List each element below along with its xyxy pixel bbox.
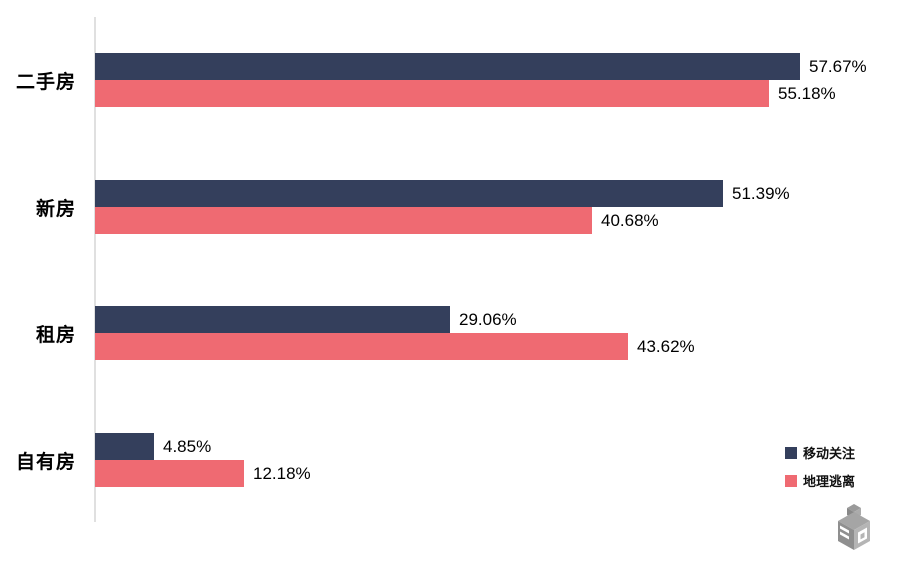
bar-移动关注[interactable]: [95, 306, 450, 333]
bar-地理逃离[interactable]: [95, 207, 592, 234]
value-label: 55.18%: [778, 84, 836, 103]
category-label: 新房: [35, 198, 76, 220]
category-label: 二手房: [15, 71, 76, 93]
value-label: 12.18%: [253, 464, 311, 483]
value-label: 29.06%: [459, 310, 517, 329]
category-label: 自有房: [15, 451, 76, 473]
cube-block-logo-icon: [832, 502, 876, 552]
legend-label: 地理逃离: [803, 474, 856, 489]
bar-row: 57.67% 55.18%: [95, 53, 900, 107]
value-label: 51.39%: [732, 184, 790, 203]
legend-label: 移动关注: [803, 446, 856, 461]
category-label: 租房: [35, 324, 76, 346]
bar-row: 51.39% 40.68%: [95, 180, 900, 234]
legend-swatch-navy-icon: [785, 446, 797, 459]
bar-row: 29.06% 43.62%: [95, 306, 900, 360]
bar-row: 4.85% 12.18%: [95, 433, 900, 487]
legend: 移动关注 地理逃离: [785, 443, 855, 490]
y-axis-line: [94, 17, 96, 522]
value-label: 4.85%: [163, 437, 212, 456]
bar-地理逃离[interactable]: [95, 460, 244, 487]
bar-移动关注[interactable]: [95, 53, 800, 80]
legend-item[interactable]: 地理逃离: [785, 471, 855, 490]
legend-item[interactable]: 移动关注: [785, 443, 855, 462]
bar-地理逃离[interactable]: [95, 333, 628, 360]
value-label: 57.67%: [809, 57, 867, 76]
value-label: 40.68%: [601, 211, 659, 230]
bar-地理逃离[interactable]: [95, 80, 769, 107]
legend-swatch-pink-icon: [785, 474, 797, 487]
bar-移动关注[interactable]: [95, 180, 723, 207]
bar-移动关注[interactable]: [95, 433, 154, 460]
value-label: 43.62%: [637, 337, 695, 356]
